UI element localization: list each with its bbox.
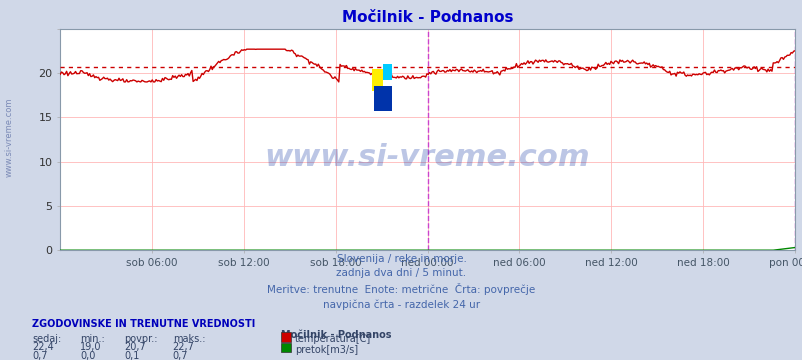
Text: pretok[m3/s]: pretok[m3/s] [294,345,358,355]
Title: Močilnik - Podnanos: Močilnik - Podnanos [342,10,512,25]
Text: 22,7: 22,7 [172,342,194,352]
Text: 22,4: 22,4 [32,342,54,352]
FancyBboxPatch shape [383,64,392,80]
FancyBboxPatch shape [371,69,383,91]
Text: ZGODOVINSKE IN TRENUTNE VREDNOSTI: ZGODOVINSKE IN TRENUTNE VREDNOSTI [32,319,255,329]
Text: 0,0: 0,0 [80,351,95,360]
Text: 0,1: 0,1 [124,351,140,360]
Text: min.:: min.: [80,334,105,344]
Text: sedaj:: sedaj: [32,334,61,344]
FancyBboxPatch shape [374,86,392,111]
Text: povpr.:: povpr.: [124,334,158,344]
Text: 20,7: 20,7 [124,342,146,352]
Text: temperatura[C]: temperatura[C] [294,334,371,345]
Text: 19,0: 19,0 [80,342,102,352]
Text: Močilnik - Podnanos: Močilnik - Podnanos [281,330,391,340]
Text: Slovenija / reke in morje.
zadnja dva dni / 5 minut.
Meritve: trenutne  Enote: m: Slovenija / reke in morje. zadnja dva dn… [267,254,535,310]
Text: www.si-vreme.com: www.si-vreme.com [265,143,589,172]
Text: 0,7: 0,7 [32,351,47,360]
Text: maks.:: maks.: [172,334,205,344]
Text: www.si-vreme.com: www.si-vreme.com [5,97,14,176]
Text: 0,7: 0,7 [172,351,188,360]
